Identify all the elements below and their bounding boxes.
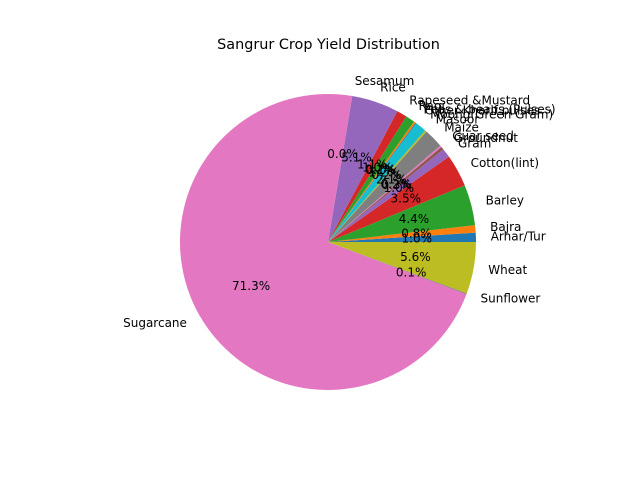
pie-slice-barley — [328, 185, 476, 242]
slice-label-bajra: Bajra — [490, 220, 521, 234]
pie-slice-rapeseed-mustard — [328, 111, 407, 242]
slice-label-cotton-lint: Cotton(lint) — [471, 156, 539, 170]
percent-label-moong-green-gram: 1.2% — [368, 165, 399, 179]
slice-label-guar-seed: Guar seed — [452, 129, 514, 143]
pie-slice-arhar-tur — [328, 232, 476, 242]
pie-slice-other-kharif-pulses — [328, 122, 417, 242]
percent-label-maize: 2.1% — [376, 172, 407, 186]
slice-label-peas-beans-pulses: Peas & beans (Pulses) — [424, 103, 556, 117]
slice-label-ragi: Ragi — [418, 99, 444, 113]
percent-label-peas-beans-pulses: 0.2% — [365, 163, 396, 177]
percent-label-cotton-lint: 3.5% — [391, 192, 422, 206]
percent-label-groundnut: 0.3% — [381, 178, 412, 192]
slice-label-rapeseed-mustard: Rapeseed &Mustard — [409, 93, 530, 107]
slice-label-maize: Maize — [444, 120, 479, 134]
slice-label-rice: Rice — [380, 80, 406, 94]
slice-label-sesamum: Sesamum — [355, 74, 415, 88]
slice-label-wheat: Wheat — [488, 263, 527, 277]
percent-label-other-kharif-pulses: 0.1% — [366, 163, 397, 177]
slice-label-sunflower: Sunflower — [480, 292, 540, 306]
pie-slice-masoor — [328, 130, 427, 242]
percent-label-ragi: 1.0% — [362, 161, 393, 175]
slice-label-sugarcane: Sugarcane — [123, 316, 187, 330]
percent-label-sesamum: 0.0% — [327, 147, 358, 161]
percent-label-sugarcane: 71.3% — [232, 279, 270, 293]
percent-label-masoor: 0.2% — [371, 168, 402, 182]
pie-slice-wheat — [328, 242, 477, 294]
slice-label-groundnut: Groundnut — [454, 131, 518, 145]
pie-slices — [180, 93, 477, 390]
slice-label-other-kharif-pulses: Other Kharif pulses — [425, 104, 540, 118]
percent-label-sunflower: 0.1% — [396, 266, 427, 280]
chart-title: Sangrur Crop Yield Distribution — [217, 37, 440, 53]
slice-label-masoor: Masoor — [436, 112, 480, 126]
pie-slice-sugarcane — [180, 93, 467, 390]
pie-slice-ragi — [328, 116, 415, 242]
slice-label-barley: Barley — [486, 194, 524, 208]
percent-label-bajra: 0.8% — [401, 227, 432, 241]
pie-slice-peas-beans-pulses — [328, 121, 416, 242]
pie-slice-guar-seed — [328, 145, 442, 242]
slice-label-gram: Gram — [458, 136, 491, 150]
percent-label-guar-seed: 0.2% — [380, 177, 411, 191]
percent-label-gram: 1.0% — [384, 181, 415, 195]
percent-label-rapeseed-mustard: 1.1% — [357, 158, 388, 172]
pie-slice-cotton-lint — [328, 156, 465, 242]
percent-label-barley: 4.4% — [399, 212, 430, 226]
percent-labels: 1.0%0.8%4.4%3.5%1.0%0.3%0.2%2.1%0.2%1.2%… — [232, 147, 432, 293]
pie-slice-gram — [328, 149, 449, 242]
pie-slice-moong-green-gram — [328, 123, 426, 242]
pie-slice-groundnut — [328, 147, 444, 242]
percent-label-arhar-tur: 1.0% — [402, 232, 433, 246]
percent-label-rice: 5.1% — [341, 150, 372, 164]
pie-slice-rice — [328, 96, 398, 242]
pie-slice-bajra — [328, 225, 476, 242]
pie-slice-maize — [328, 131, 441, 242]
pie-slice-sunflower — [328, 242, 467, 295]
percent-label-wheat: 5.6% — [400, 250, 431, 264]
slice-label-moong-green-gram: Moong(Green Gram) — [430, 108, 553, 122]
slice-label-arhar-tur: Arhar/Tur — [491, 229, 546, 243]
